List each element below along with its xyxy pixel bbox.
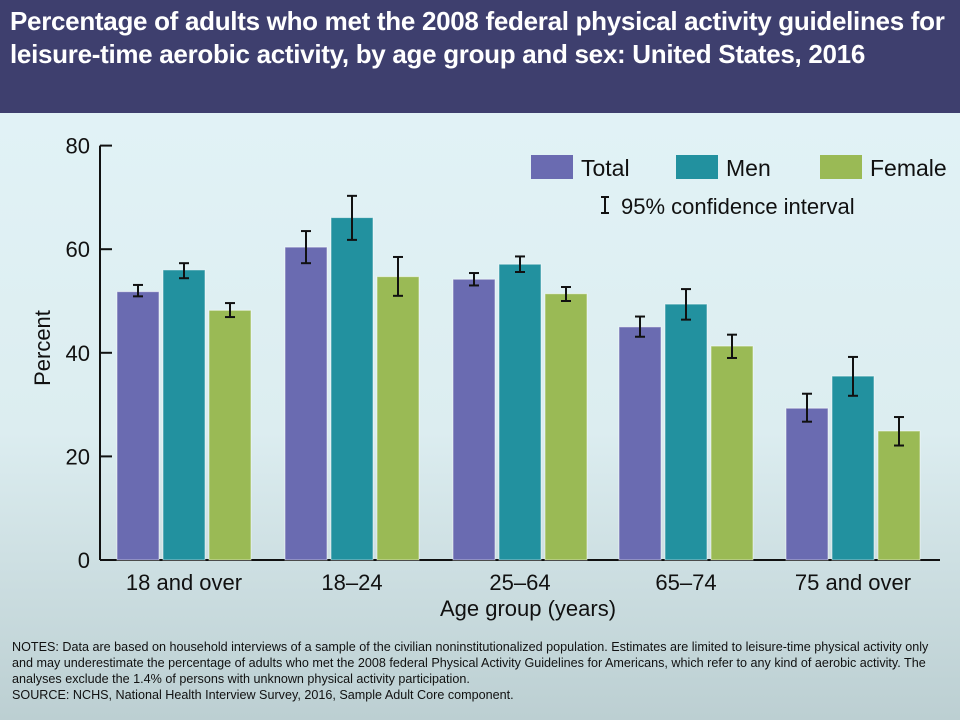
bar-total: [116, 291, 160, 561]
bar-female: [710, 345, 754, 561]
bar-men: [162, 269, 206, 561]
x-tick-label: 18–24: [321, 570, 382, 595]
bar-female: [376, 276, 420, 561]
bar-total: [785, 407, 829, 561]
error-bar: [225, 302, 235, 319]
bar-men: [330, 217, 374, 561]
x-tick-label: 65–74: [655, 570, 716, 595]
error-bar: [393, 255, 403, 297]
legend-swatch-female: [820, 155, 862, 179]
x-tick-label: 75 and over: [795, 570, 911, 595]
error-bar: [894, 416, 904, 447]
error-bar: [802, 392, 812, 423]
error-bar: [727, 333, 737, 359]
error-bar: [635, 315, 645, 338]
bar-total: [452, 278, 496, 561]
y-axis-label: Percent: [30, 310, 55, 386]
legend-swatch-total: [531, 155, 573, 179]
notes: NOTES: Data are based on household inter…: [12, 639, 952, 703]
y-tick-label: 80: [66, 134, 90, 159]
bars: [116, 194, 921, 561]
error-bar: [561, 286, 571, 302]
ci-legend-label: 95% confidence interval: [621, 194, 855, 219]
bar-female: [544, 293, 588, 561]
bar-chart: 0 20 40 60 80 18 and over 18–24 25–64 65–74 75 an…: [30, 134, 947, 621]
x-tick-label: 25–64: [489, 570, 550, 595]
y-tick-label: 40: [66, 341, 90, 366]
bar-total: [618, 326, 662, 561]
legend-label-men: Men: [726, 155, 771, 181]
legend: Total Men Female 95% confidence interval: [531, 155, 947, 219]
notes-text: NOTES: Data are based on household inter…: [12, 640, 929, 686]
chart-title: Percentage of adults who met the 2008 fe…: [0, 0, 960, 113]
error-bar: [515, 255, 525, 273]
error-bar: [133, 283, 143, 298]
bar-men: [498, 263, 542, 561]
axes: 0 20 40 60 80 18 and over 18–24 25–64 65–74 75 an…: [66, 134, 940, 595]
bar-men: [831, 375, 875, 561]
error-bar: [301, 230, 311, 265]
error-bar: [347, 194, 357, 241]
legend-label-total: Total: [581, 155, 630, 181]
legend-swatch-men: [676, 155, 718, 179]
x-axis-label: Age group (years): [440, 596, 616, 621]
error-bar: [681, 288, 691, 321]
error-bar: [179, 262, 189, 280]
x-tick-label: 18 and over: [126, 570, 242, 595]
legend-label-female: Female: [870, 155, 947, 181]
y-tick-label: 0: [78, 548, 90, 573]
ci-icon: [601, 196, 609, 214]
y-tick-label: 60: [66, 237, 90, 262]
bar-total: [284, 246, 328, 561]
source-text: SOURCE: NCHS, National Health Interview …: [12, 688, 514, 702]
error-bar: [848, 355, 858, 397]
bar-female: [877, 430, 921, 561]
bar-men: [664, 303, 708, 561]
y-tick-label: 20: [66, 444, 90, 469]
error-bar: [469, 272, 479, 287]
bar-female: [208, 309, 252, 561]
